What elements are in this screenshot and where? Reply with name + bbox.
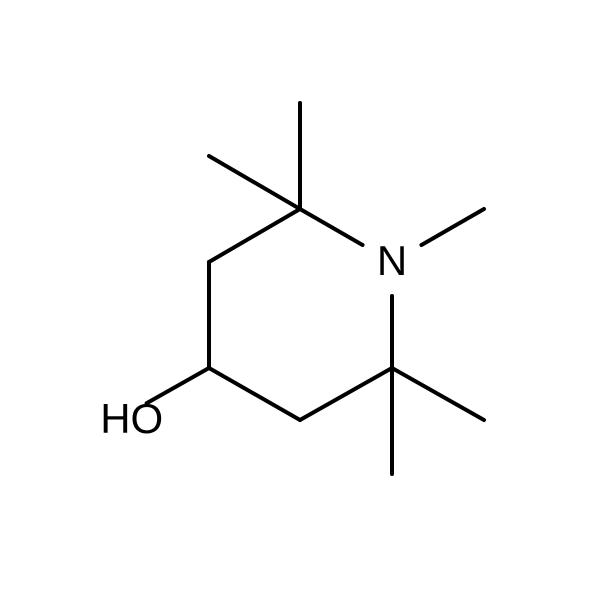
molecule-diagram: N HO (0, 0, 600, 600)
canvas-background (0, 0, 600, 600)
atom-label-n: N (377, 237, 407, 284)
atom-label-oh: HO (100, 395, 163, 442)
